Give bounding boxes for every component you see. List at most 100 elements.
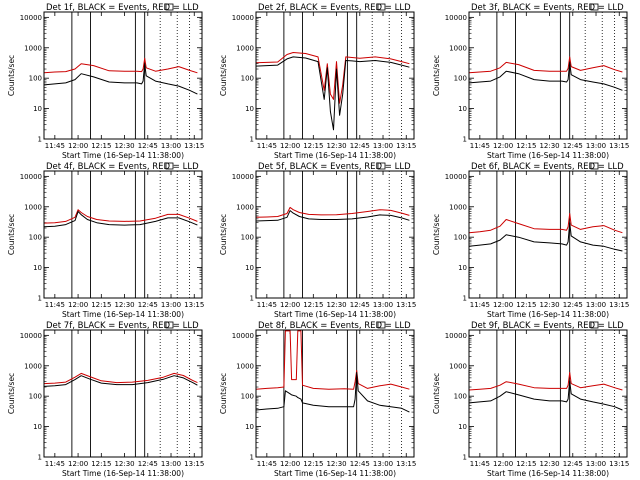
legend-box-icon	[590, 162, 599, 170]
x-tick-label: 12:15	[303, 142, 323, 150]
y-tick-label: 1	[250, 295, 254, 303]
chart-title: Det 7f, BLACK = Events, RED = LLD	[46, 321, 199, 331]
x-tick-label: 13:00	[586, 142, 606, 150]
x-axis-label: Start Time (16-Sep-14 11:38:00)	[274, 469, 396, 478]
plot-frame	[255, 329, 415, 458]
x-tick-label: 13:15	[184, 142, 204, 150]
chart-panel-8: Det 8f, BLACK = Events, RED = LLD Counts/…	[219, 321, 416, 478]
y-tick-label: 100	[29, 234, 42, 242]
x-tick-label: 11:45	[45, 301, 65, 309]
x-tick-label: 12:45	[563, 142, 583, 150]
plot-frame	[43, 11, 203, 140]
chart-title: Det 3f, BLACK = Events, RED = LLD	[471, 3, 624, 13]
y-axis-label: Counts/sec	[219, 214, 228, 255]
x-tick-label: 13:00	[373, 142, 393, 150]
y-tick-label: 10	[245, 105, 254, 113]
x-tick-label: 13:00	[161, 142, 181, 150]
plot-frame	[468, 329, 628, 458]
x-axis-label: Start Time (16-Sep-14 11:38:00)	[274, 151, 396, 160]
y-tick-label: 1000	[449, 203, 467, 211]
y-tick-label: 100	[241, 75, 254, 83]
x-tick-label: 12:15	[303, 301, 323, 309]
x-tick-label: 12:30	[326, 301, 346, 309]
y-tick-label: 10000	[20, 14, 42, 22]
series-line-events	[468, 380, 623, 411]
y-axis-label: Counts/sec	[219, 55, 228, 96]
y-tick-label: 10000	[232, 173, 254, 181]
y-tick-label: 10000	[20, 332, 42, 340]
x-tick-label: 11:45	[257, 301, 277, 309]
x-tick-label: 12:30	[539, 460, 559, 468]
y-tick-label: 1	[250, 136, 254, 144]
y-tick-label: 10	[245, 264, 254, 272]
x-axis-label: Start Time (16-Sep-14 11:38:00)	[62, 151, 184, 160]
chart-panel-9: Det 9f, BLACK = Events, RED = LLD Counts/…	[432, 321, 629, 478]
series-line-lld	[255, 206, 410, 218]
x-tick-label: 13:00	[161, 460, 181, 468]
series-line-lld	[255, 330, 410, 390]
y-tick-label: 10000	[445, 332, 467, 340]
y-tick-label: 1	[463, 136, 467, 144]
y-tick-label: 10000	[445, 173, 467, 181]
x-tick-label: 12:15	[516, 460, 536, 468]
y-tick-label: 1	[38, 136, 42, 144]
x-axis-label: Start Time (16-Sep-14 11:38:00)	[487, 469, 609, 478]
series-line-events	[43, 375, 198, 387]
y-tick-label: 1	[250, 454, 254, 462]
legend-box-icon	[165, 3, 174, 11]
x-tick-label: 11:45	[45, 142, 65, 150]
chart-panel-2: Det 2f, BLACK = Events, RED = LLD Counts/…	[219, 3, 416, 160]
x-tick-label: 11:45	[470, 460, 490, 468]
y-tick-label: 10	[33, 264, 42, 272]
x-tick-label: 12:45	[138, 301, 158, 309]
series-line-lld	[468, 56, 623, 74]
x-tick-label: 12:30	[326, 142, 346, 150]
chart-title: Det 2f, BLACK = Events, RED = LLD	[258, 3, 411, 13]
y-tick-label: 1	[463, 454, 467, 462]
y-tick-label: 100	[454, 75, 467, 83]
x-tick-label: 13:15	[184, 460, 204, 468]
x-tick-label: 12:30	[326, 460, 346, 468]
x-tick-label: 12:30	[114, 460, 134, 468]
y-tick-label: 10	[33, 423, 42, 431]
x-axis-label: Start Time (16-Sep-14 11:38:00)	[487, 310, 609, 319]
plot-frame	[43, 170, 203, 299]
series-line-lld	[43, 372, 198, 385]
x-tick-label: 12:15	[516, 142, 536, 150]
chart-title: Det 9f, BLACK = Events, RED = LLD	[471, 321, 624, 331]
y-tick-label: 10000	[445, 14, 467, 22]
y-tick-label: 100	[29, 75, 42, 83]
y-axis-label: Counts/sec	[7, 55, 16, 96]
x-tick-label: 13:15	[609, 460, 629, 468]
y-axis-label: Counts/sec	[432, 55, 441, 96]
x-tick-label: 11:45	[257, 460, 277, 468]
chart-panel-5: Det 5f, BLACK = Events, RED = LLD Counts/…	[219, 162, 416, 319]
y-tick-label: 100	[241, 393, 254, 401]
y-tick-label: 10	[458, 105, 467, 113]
series-line-lld	[43, 57, 198, 74]
y-tick-label: 1000	[236, 362, 254, 370]
x-tick-label: 12:00	[493, 460, 513, 468]
y-tick-label: 1	[38, 454, 42, 462]
x-tick-label: 12:00	[280, 142, 300, 150]
y-tick-label: 1000	[449, 44, 467, 52]
chart-title: Det 4f, BLACK = Events, RED = LLD	[46, 162, 199, 172]
legend-box-icon	[377, 3, 386, 11]
x-tick-label: 12:15	[91, 301, 111, 309]
x-tick-label: 13:00	[373, 301, 393, 309]
y-tick-label: 1	[38, 295, 42, 303]
plot-frame	[255, 11, 415, 140]
x-tick-label: 11:45	[470, 301, 490, 309]
y-tick-label: 100	[454, 393, 467, 401]
x-tick-label: 13:15	[396, 460, 416, 468]
legend-box-icon	[377, 321, 386, 329]
plot-frame	[468, 11, 628, 140]
x-tick-label: 11:45	[45, 460, 65, 468]
x-tick-label: 11:45	[257, 142, 277, 150]
x-tick-label: 12:45	[138, 460, 158, 468]
series-line-lld	[468, 213, 623, 234]
x-tick-label: 12:30	[114, 142, 134, 150]
x-tick-label: 12:15	[91, 460, 111, 468]
y-tick-label: 10000	[232, 332, 254, 340]
chart-title: Det 1f, BLACK = Events, RED = LLD	[46, 3, 199, 13]
